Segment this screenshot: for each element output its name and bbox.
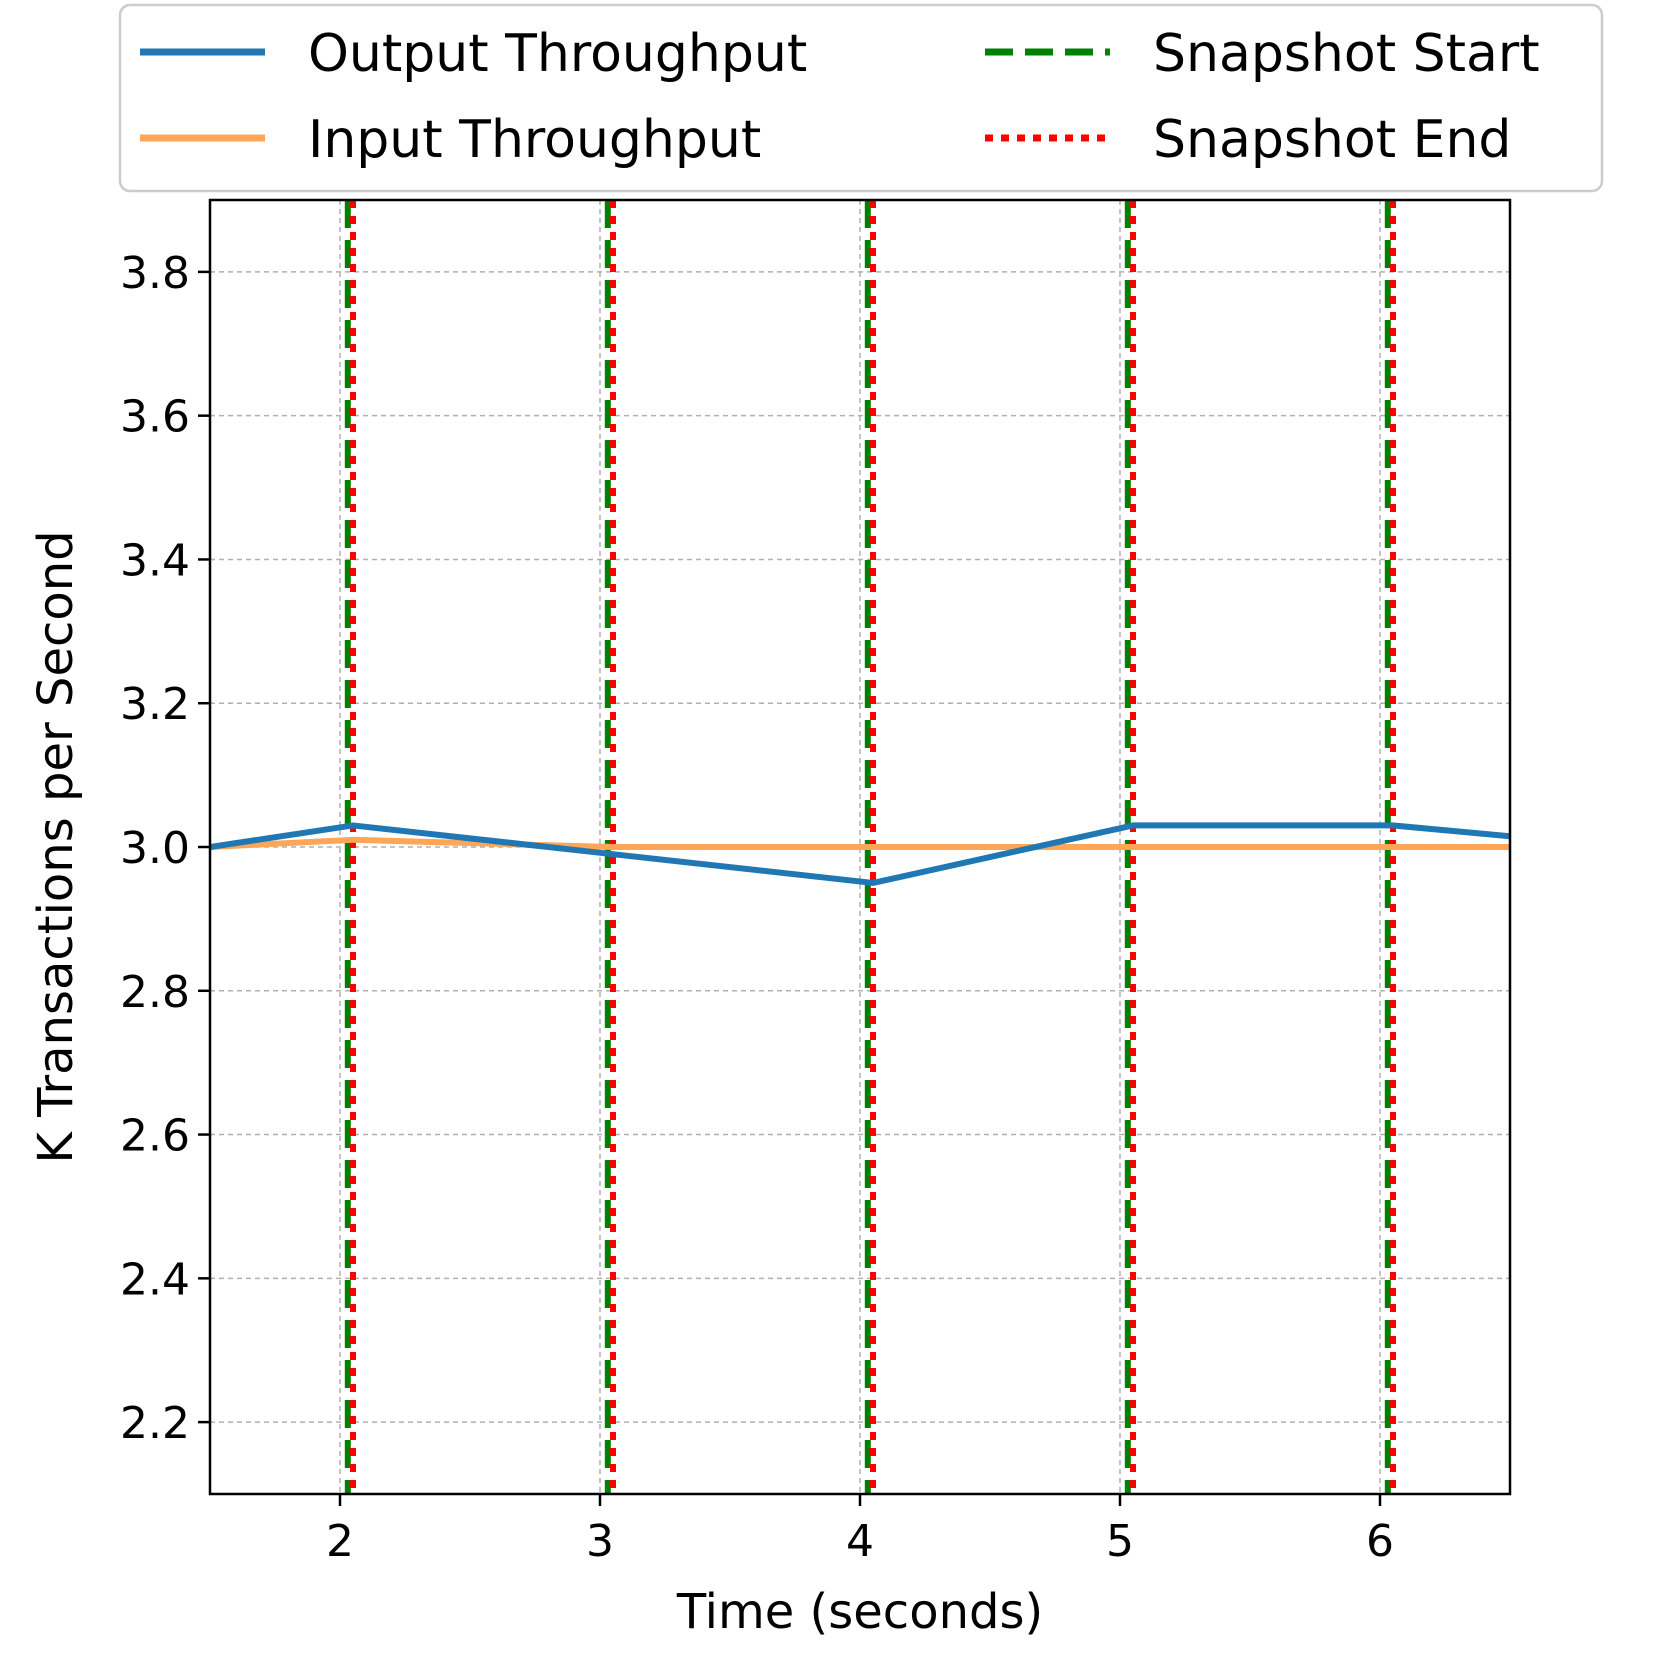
legend: Output Throughput Input Throughput Snapsho…: [118, 3, 1604, 193]
x-axis-label: Time (seconds): [676, 1584, 1043, 1640]
y-tick-label: 2.8: [120, 967, 190, 1018]
y-tick-label: 3.6: [120, 392, 190, 443]
y-tick-label: 3.4: [120, 535, 190, 586]
y-axis: 2.2 2.4 2.6 2.8 3.0 3.2 3.4 3.6 3.8: [120, 248, 210, 1449]
y-tick-label: 3.8: [120, 248, 190, 299]
x-tick-label: 4: [846, 1516, 874, 1567]
plot-area: [208, 198, 1512, 1496]
legend-frame: [118, 3, 1604, 193]
y-tick-label: 3.0: [120, 823, 190, 874]
y-axis-label: K Transactions per Second: [28, 530, 84, 1163]
legend-label-output-throughput: Output Throughput: [308, 24, 807, 84]
x-tick-label: 3: [586, 1516, 614, 1567]
y-tick-label: 2.2: [120, 1398, 190, 1449]
x-tick-label: 6: [1366, 1516, 1394, 1567]
series-lines: [210, 822, 1510, 886]
y-tick-label: 3.2: [120, 679, 190, 730]
legend-label-snapshot-start: Snapshot Start: [1153, 24, 1540, 84]
y-tick-label: 2.6: [120, 1111, 190, 1162]
x-tick-label: 5: [1106, 1516, 1134, 1567]
input-throughput-line: [210, 836, 1510, 850]
y-tick-label: 2.4: [120, 1254, 190, 1305]
x-tick-label: 2: [326, 1516, 354, 1567]
x-axis: 2 3 4 5 6: [326, 1494, 1394, 1567]
legend-label-snapshot-end: Snapshot End: [1153, 110, 1511, 170]
output-throughput-line: [210, 822, 1510, 886]
legend-label-input-throughput: Input Throughput: [308, 110, 761, 170]
